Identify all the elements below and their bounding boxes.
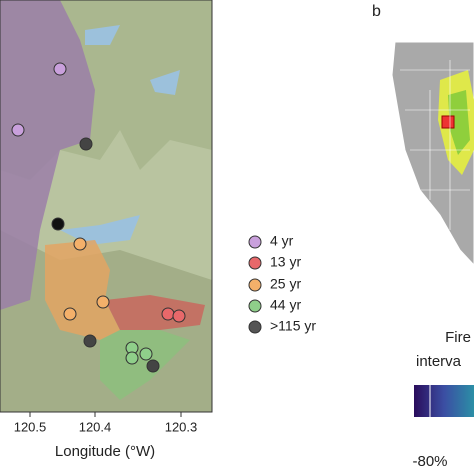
x-tick-label: 120.4 (79, 419, 112, 434)
legend-label: 13 yr (270, 254, 301, 270)
x-tick-label: 120.5 (14, 419, 47, 434)
map-frame (0, 0, 213, 413)
legend (248, 235, 262, 334)
legend-label: >115 yr (270, 318, 316, 334)
region-44yr (100, 330, 190, 400)
map-b (391, 41, 474, 266)
map-a (0, 0, 213, 413)
sites (11, 62, 186, 373)
colorbar-title: interva (416, 353, 462, 370)
panel-label: b (372, 3, 381, 20)
lake (150, 70, 180, 95)
legend-label: 44 yr (270, 297, 301, 313)
x-tick-label: 120.3 (165, 419, 198, 434)
x-axis-title: Longitude (°W) (55, 443, 155, 460)
colorbar-tick-label: -80% (412, 453, 447, 470)
region-4yr (0, 0, 95, 310)
x-axis: 120.5 120.4 120.3 Longitude (°W) (14, 412, 198, 460)
legend-label: 25 yr (270, 276, 301, 292)
colorbar (414, 385, 474, 417)
colorbar-title: Fire (445, 329, 471, 346)
legend-labels: 4 yr 13 yr 25 yr 44 yr >115 yr (270, 233, 316, 334)
legend-label: 4 yr (270, 233, 294, 249)
lake (85, 25, 120, 45)
